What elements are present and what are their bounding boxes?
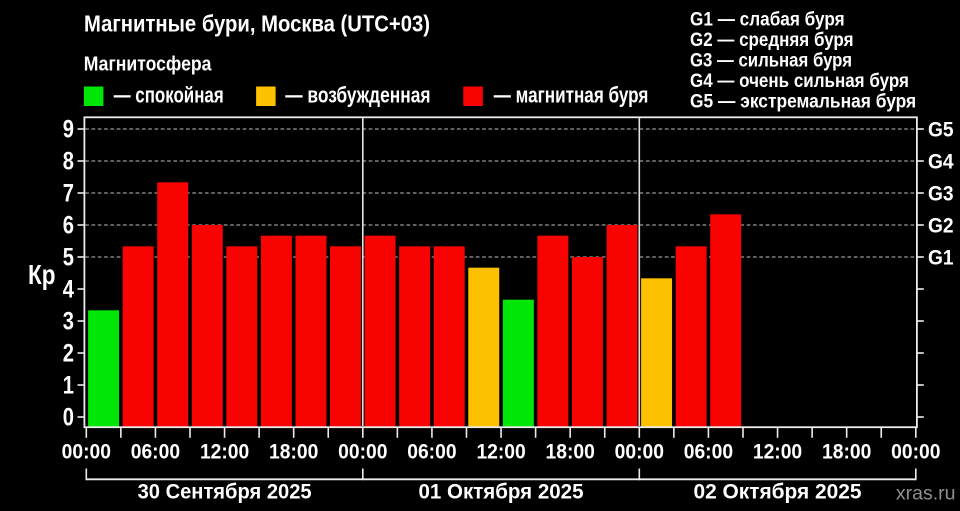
- svg-text:2: 2: [63, 340, 74, 368]
- svg-text:— магнитная буря: — магнитная буря: [494, 82, 649, 107]
- svg-text:G5: G5: [928, 117, 954, 141]
- svg-text:G2 — средняя буря: G2 — средняя буря: [690, 30, 854, 51]
- svg-text:G1: G1: [928, 245, 954, 269]
- svg-text:3: 3: [63, 308, 74, 336]
- svg-text:12:00: 12:00: [753, 441, 802, 464]
- svg-text:00:00: 00:00: [62, 441, 111, 464]
- svg-text:— возбужденная: — возбужденная: [285, 82, 430, 107]
- svg-text:01 Октября 2025: 01 Октября 2025: [419, 480, 584, 504]
- svg-text:G5 — экстремальная буря: G5 — экстремальная буря: [690, 92, 916, 113]
- svg-text:6: 6: [63, 212, 74, 240]
- svg-text:12:00: 12:00: [476, 441, 525, 464]
- svg-text:00:00: 00:00: [615, 441, 664, 464]
- svg-text:G3: G3: [928, 181, 954, 205]
- svg-text:06:00: 06:00: [407, 441, 456, 464]
- svg-text:5: 5: [63, 244, 74, 272]
- svg-text:G2: G2: [928, 213, 954, 237]
- svg-text:00:00: 00:00: [891, 441, 940, 464]
- svg-text:G3 — сильная буря: G3 — сильная буря: [690, 51, 852, 72]
- svg-text:4: 4: [63, 276, 74, 304]
- svg-text:18:00: 18:00: [269, 441, 318, 464]
- svg-text:G4: G4: [928, 149, 954, 173]
- svg-text:1: 1: [63, 372, 74, 400]
- svg-text:xras.ru: xras.ru: [896, 482, 956, 504]
- svg-text:06:00: 06:00: [131, 441, 180, 464]
- svg-text:02 Октября 2025: 02 Октября 2025: [694, 480, 862, 504]
- svg-text:Магнитные бури, Москва (UTC+03: Магнитные бури, Москва (UTC+03): [84, 11, 430, 37]
- svg-text:G4 — очень сильная буря: G4 — очень сильная буря: [690, 71, 909, 92]
- svg-text:12:00: 12:00: [200, 441, 249, 464]
- svg-text:7: 7: [63, 180, 74, 208]
- svg-text:30 Сентября 2025: 30 Сентября 2025: [138, 480, 312, 504]
- svg-text:Кр: Кр: [28, 259, 56, 290]
- svg-text:06:00: 06:00: [684, 441, 733, 464]
- svg-text:8: 8: [63, 148, 74, 176]
- svg-text:18:00: 18:00: [546, 441, 595, 464]
- svg-text:0: 0: [63, 404, 74, 432]
- svg-text:Магнитосфера: Магнитосфера: [84, 52, 212, 75]
- svg-text:18:00: 18:00: [822, 441, 871, 464]
- svg-text:9: 9: [63, 116, 74, 144]
- svg-text:— спокойная: — спокойная: [114, 82, 224, 107]
- svg-text:00:00: 00:00: [338, 441, 387, 464]
- svg-text:G1 — слабая буря: G1 — слабая буря: [690, 9, 845, 30]
